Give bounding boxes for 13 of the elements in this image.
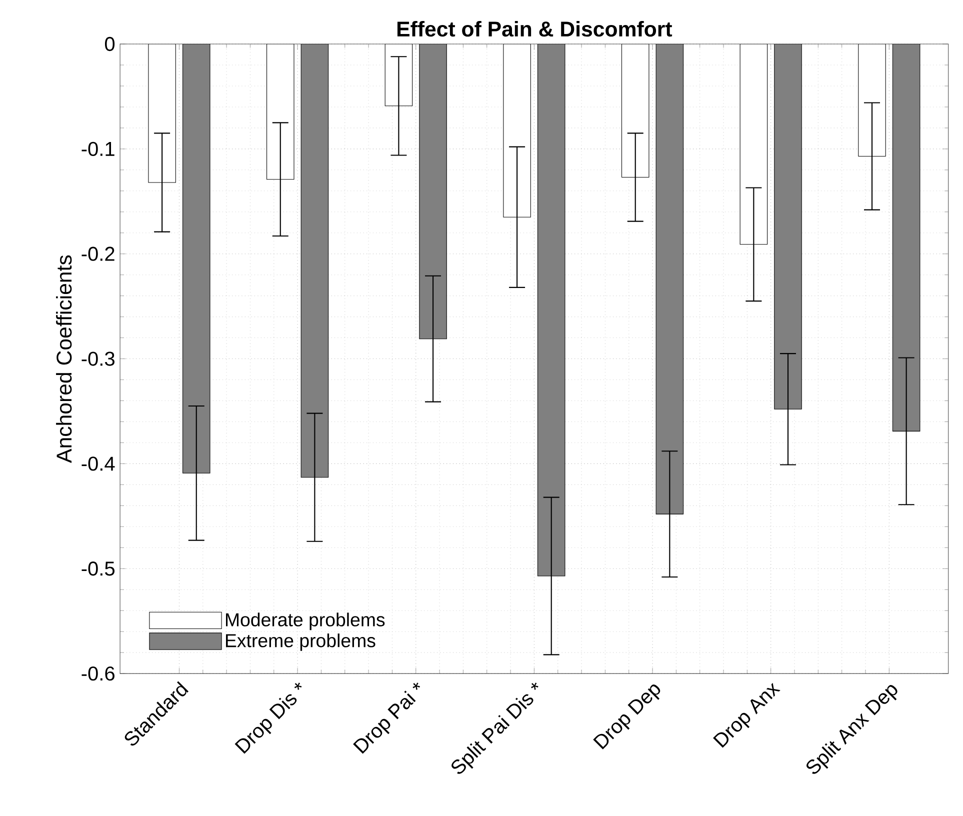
y-tick-label: -0.3	[82, 352, 114, 366]
legend-label: Extreme problems	[226, 633, 376, 651]
legend-label: Moderate problems	[226, 612, 385, 630]
x-tick-label: Split Pai Dis *	[452, 682, 538, 774]
y-tick-label: 0	[104, 36, 115, 51]
y-tick-label: -0.2	[82, 246, 114, 261]
y-tick-label: -0.1	[82, 142, 114, 156]
y-tick-label: -0.5	[82, 561, 114, 576]
x-tick-label: Split Anx Dep	[806, 684, 898, 774]
chart-title: Effect of Pain & Discomfort	[397, 20, 672, 37]
y-tick-label: -0.4	[82, 456, 115, 471]
y-tick-label: -0.6	[82, 666, 114, 680]
y-axis-title: Anchored Coefficients	[56, 255, 72, 463]
